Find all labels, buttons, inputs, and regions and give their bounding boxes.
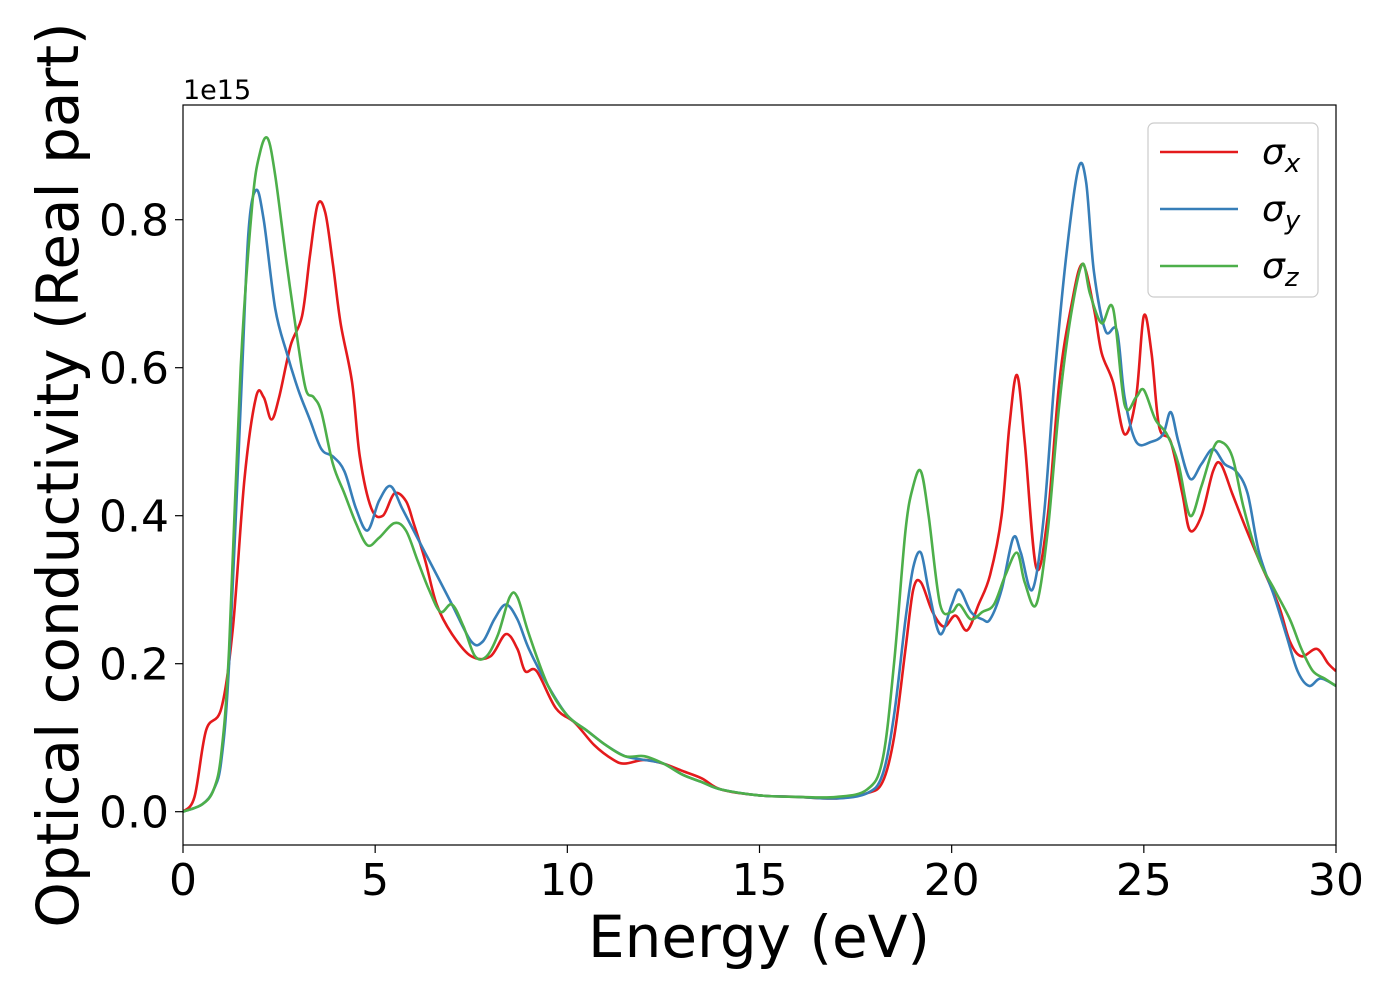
x-tick-label: 5 [361, 855, 389, 906]
x-tick-label: 10 [539, 855, 595, 906]
series-line-y [183, 161, 1336, 813]
x-tick-label: 25 [1116, 855, 1172, 906]
y-tick-label: 0.6 [99, 344, 169, 395]
x-axis-title: Energy (eV) [588, 903, 930, 971]
legend-label-x: σx [1262, 132, 1301, 179]
x-tick-label: 30 [1308, 855, 1364, 906]
series-layer [183, 136, 1336, 813]
y-axis: 0.0 0.2 0.4 0.6 0.8 [99, 196, 183, 839]
x-axis: 0 5 10 15 20 25 30 [169, 845, 1364, 906]
y-tick-label: 0.0 [99, 788, 169, 839]
y-offset-label: 1e15 [183, 75, 251, 106]
x-tick-label: 15 [732, 855, 788, 906]
y-tick-label: 0.8 [99, 196, 169, 247]
y-tick-label: 0.2 [99, 640, 169, 691]
x-tick-label: 20 [924, 855, 980, 906]
x-tick-label: 0 [169, 855, 197, 906]
legend-label-y: σy [1262, 189, 1301, 236]
series-line-z [183, 136, 1336, 813]
y-tick-label: 0.4 [99, 492, 169, 543]
y-axis-title: Optical conductivity (Real part) [24, 22, 92, 927]
